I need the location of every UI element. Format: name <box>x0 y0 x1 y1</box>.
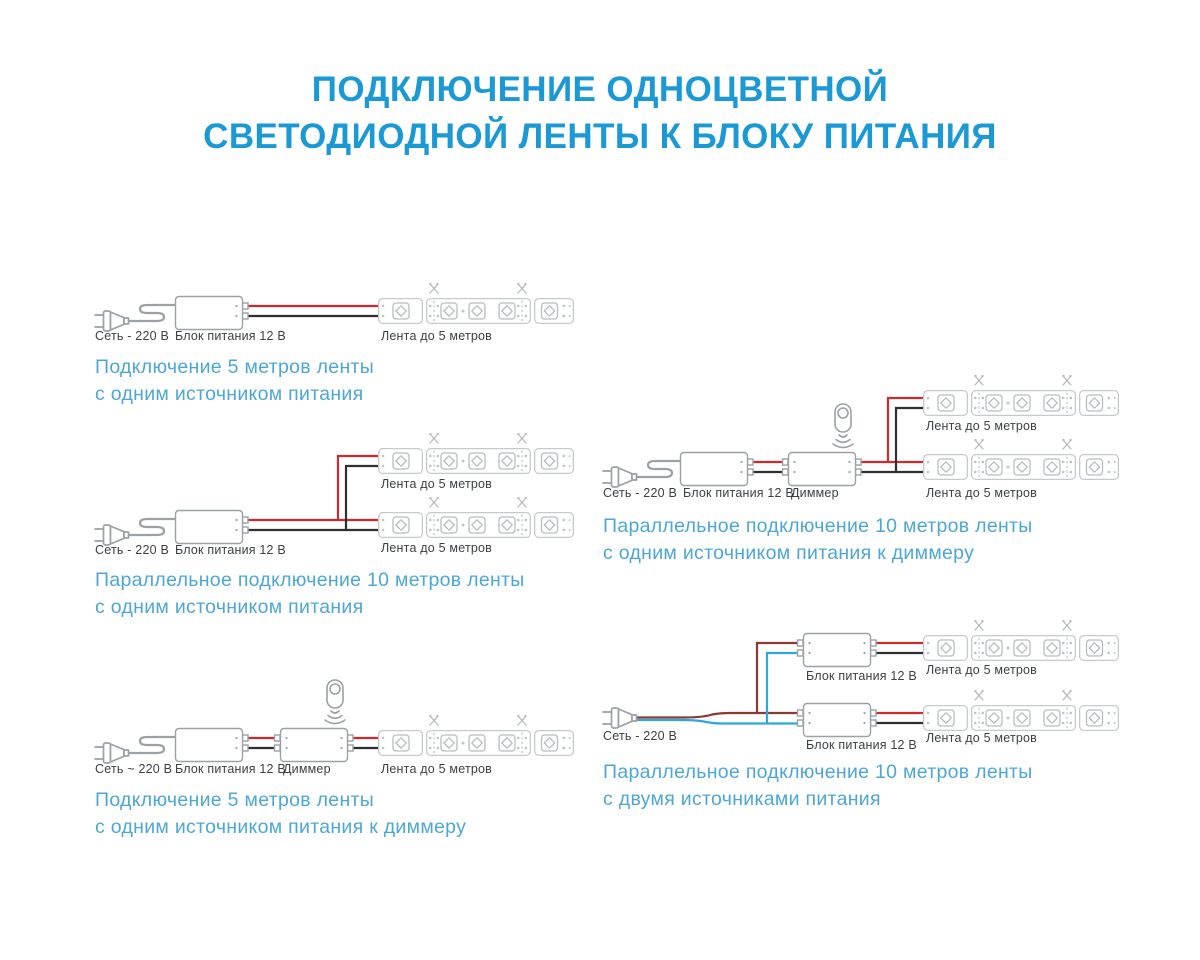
diagram5-wire-brown <box>636 641 798 719</box>
diagram3-net-label: Сеть ~ 220 В <box>95 762 173 776</box>
diagram4-remote-control-icon <box>832 403 854 449</box>
diagram2-strip-bottom-label: Лента до 5 метров <box>381 541 493 555</box>
diagram5-psu-box-top <box>796 632 877 668</box>
diagram5-psu-bottom-label: Блок питания 12 В <box>806 738 917 752</box>
diagram5-caption: Параллельное подключение 10 метров ленты… <box>603 759 1033 813</box>
diagram2-psu-label: Блок питания 12 В <box>175 543 286 557</box>
diagram3-strip-label: Лента до 5 метров <box>381 762 493 776</box>
diagram3-caption-line2: с одним источником питания к диммеру <box>95 816 467 838</box>
diagram2-caption: Параллельное подключение 10 метров ленты… <box>95 567 525 621</box>
diagram5-strip-top-label: Лента до 5 метров <box>926 663 1038 677</box>
diagram3-caption: Подключение 5 метров ленты с одним источ… <box>95 787 466 841</box>
diagram5-plug-icon <box>602 707 638 729</box>
page-title: ПОДКЛЮЧЕНИЕ ОДНОЦВЕТНОЙ СВЕТОДИОДНОЙ ЛЕН… <box>0 66 1200 160</box>
diagram1-caption: Подключение 5 метров ленты с одним источ… <box>95 354 374 408</box>
diagram3-caption-line1: Подключение 5 метров ленты <box>95 789 375 811</box>
diagram1-strip-label: Лента до 5 метров <box>381 329 493 343</box>
diagram4-psu-box <box>679 451 754 487</box>
diagram2-wire-red <box>248 454 378 522</box>
page-title-line2: СВЕТОДИОДНОЙ ЛЕНТЫ К БЛОКУ ПИТАНИЯ <box>203 117 997 156</box>
diagram1-caption-line2: с одним источником питания <box>95 383 364 405</box>
diagram2-psu-box <box>174 509 249 545</box>
diagram3-schematic <box>94 679 574 764</box>
diagram4-net-label: Сеть - 220 В <box>603 486 677 500</box>
diagram2-wire-black <box>248 464 378 532</box>
diagram1-psu-label: Блок питания 12 В <box>175 329 286 343</box>
diagram4-psu-label: Блок питания 12 В <box>683 486 794 500</box>
diagram4-strip-bottom-label: Лента до 5 метров <box>926 486 1038 500</box>
diagram3-plug-icon <box>94 742 130 764</box>
diagram3-dimmer-label: Диммер <box>283 762 331 776</box>
diagram1-psu-box <box>174 295 249 331</box>
diagram4-dimmer-box <box>781 451 862 487</box>
diagram1-schematic <box>94 282 574 332</box>
page-title-line1: ПОДКЛЮЧЕНИЕ ОДНОЦВЕТНОЙ <box>311 70 889 109</box>
diagram4-led-strip-bottom <box>923 438 1119 481</box>
diagram3-psu-box <box>174 727 249 763</box>
diagram3-power-cord <box>127 735 178 755</box>
diagram2-strip-top-label: Лента до 5 метров <box>381 477 493 491</box>
diagram3-remote-control-icon <box>324 679 346 725</box>
diagram5-wire-blue <box>636 651 798 725</box>
diagram5-schematic <box>602 619 1119 738</box>
diagram1-plug-icon <box>94 310 130 332</box>
diagram5-caption-line1: Параллельное подключение 10 метров ленты <box>603 761 1033 783</box>
diagram1-caption-line1: Подключение 5 метров ленты <box>95 356 375 378</box>
diagram4-dimmer-label: Диммер <box>791 486 839 500</box>
diagram4-plug-icon <box>602 466 638 488</box>
diagram2-net-label: Сеть - 220 В <box>95 543 169 557</box>
diagram4-caption-line2: с одним источником питания к диммеру <box>603 542 975 564</box>
diagram3-led-strip <box>377 714 574 756</box>
diagram5-psu-box-bottom <box>796 702 877 738</box>
diagram4-wire-black <box>753 406 923 474</box>
diagram5-strip-bottom-label: Лента до 5 метров <box>926 731 1038 745</box>
diagram2-schematic <box>94 432 574 546</box>
diagram4-led-strip-top <box>923 374 1119 417</box>
diagram4-schematic <box>602 374 1119 488</box>
diagram4-strip-top-label: Лента до 5 метров <box>926 419 1038 433</box>
diagram4-power-cord <box>635 459 683 479</box>
diagram2-led-strip-bottom <box>377 496 574 538</box>
diagram2-power-cord <box>127 517 178 537</box>
diagram4-wire-red <box>753 396 923 464</box>
diagram5-psu-top-label: Блок питания 12 В <box>806 669 917 683</box>
diagram2-plug-icon <box>94 524 130 546</box>
diagram5-led-strip-top <box>923 619 1119 661</box>
diagram2-caption-line2: с одним источником питания <box>95 596 364 618</box>
diagram5-caption-line2: с двумя источниками питания <box>603 788 881 810</box>
diagram3-psu-label: Блок питания 12 В <box>175 762 286 776</box>
diagram5-net-label: Сеть - 220 В <box>603 729 677 743</box>
diagram2-caption-line1: Параллельное подключение 10 метров ленты <box>95 569 525 591</box>
diagram4-caption-line1: Параллельное подключение 10 метров ленты <box>603 515 1033 537</box>
diagram1-led-strip <box>377 282 574 325</box>
diagram4-caption: Параллельное подключение 10 метров ленты… <box>603 513 1033 567</box>
diagram1-power-cord <box>127 303 178 323</box>
diagram1-net-label: Сеть - 220 В <box>95 329 169 343</box>
diagram5-led-strip-bottom <box>923 689 1119 731</box>
diagram2-led-strip-top <box>377 432 574 475</box>
diagram3-dimmer-box <box>273 727 354 763</box>
